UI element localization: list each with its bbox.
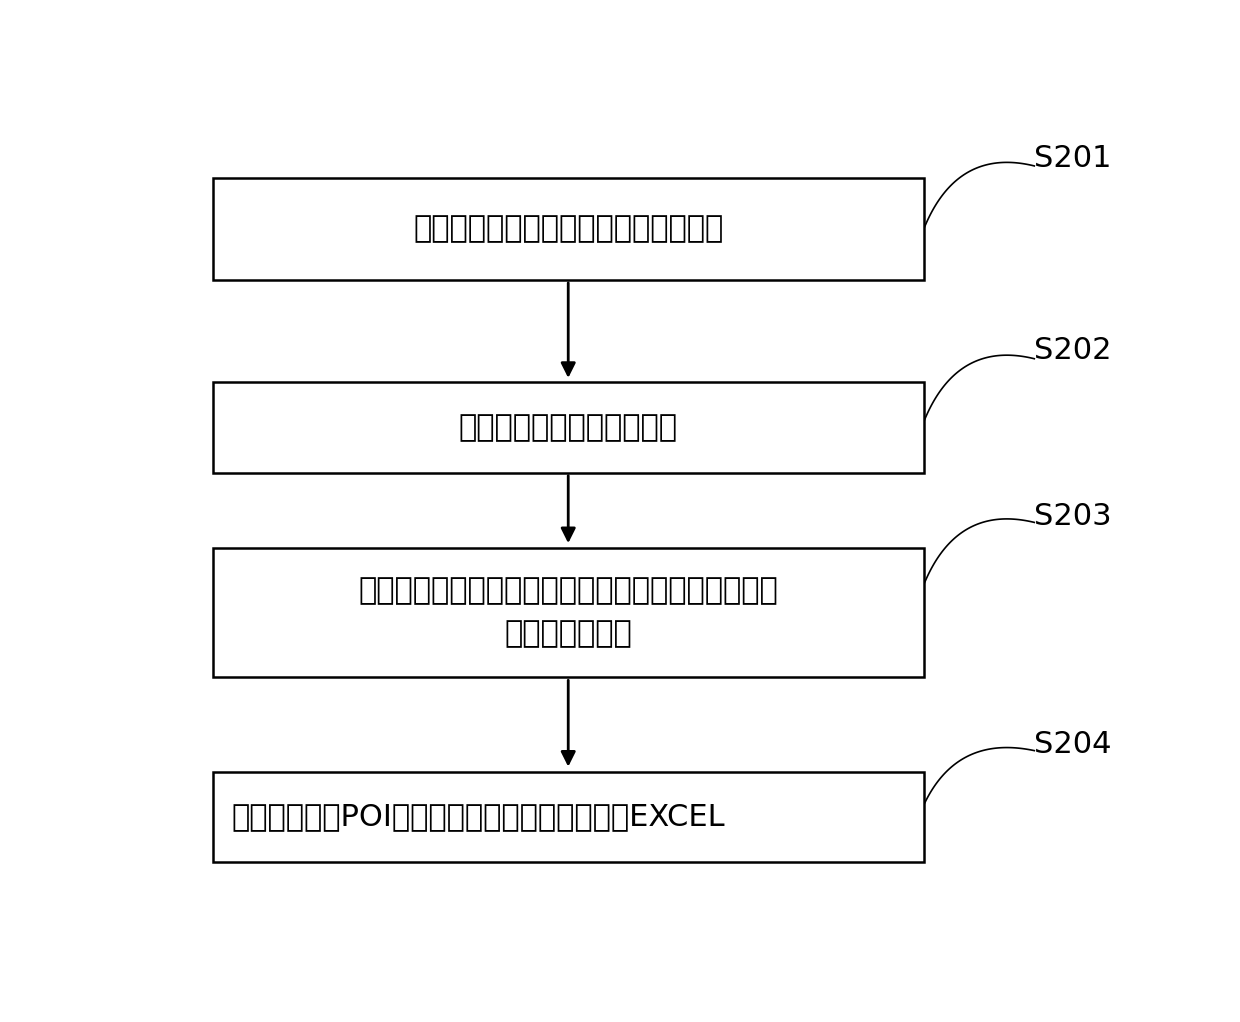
Text: 查询和展现待审核参数数据: 查询和展现待审核参数数据: [459, 413, 678, 443]
FancyBboxPatch shape: [213, 178, 924, 280]
Text: S204: S204: [1034, 730, 1112, 758]
FancyBboxPatch shape: [213, 548, 924, 678]
Text: 检查完后通过POI自动将结果及错误明细导出到EXCEL: 检查完后通过POI自动将结果及错误明细导出到EXCEL: [232, 802, 725, 832]
Text: 根据选定的初审条件，自动逐条检查计划信息是否符
合参数验证逻辑: 根据选定的初审条件，自动逐条检查计划信息是否符 合参数验证逻辑: [358, 576, 779, 648]
FancyBboxPatch shape: [213, 382, 924, 473]
Text: 上传和读取模板文件中待审核参数信息: 上传和读取模板文件中待审核参数信息: [413, 215, 723, 243]
Text: S201: S201: [1034, 143, 1112, 173]
FancyBboxPatch shape: [213, 772, 924, 863]
Text: S202: S202: [1034, 336, 1112, 365]
Text: S203: S203: [1034, 502, 1112, 530]
